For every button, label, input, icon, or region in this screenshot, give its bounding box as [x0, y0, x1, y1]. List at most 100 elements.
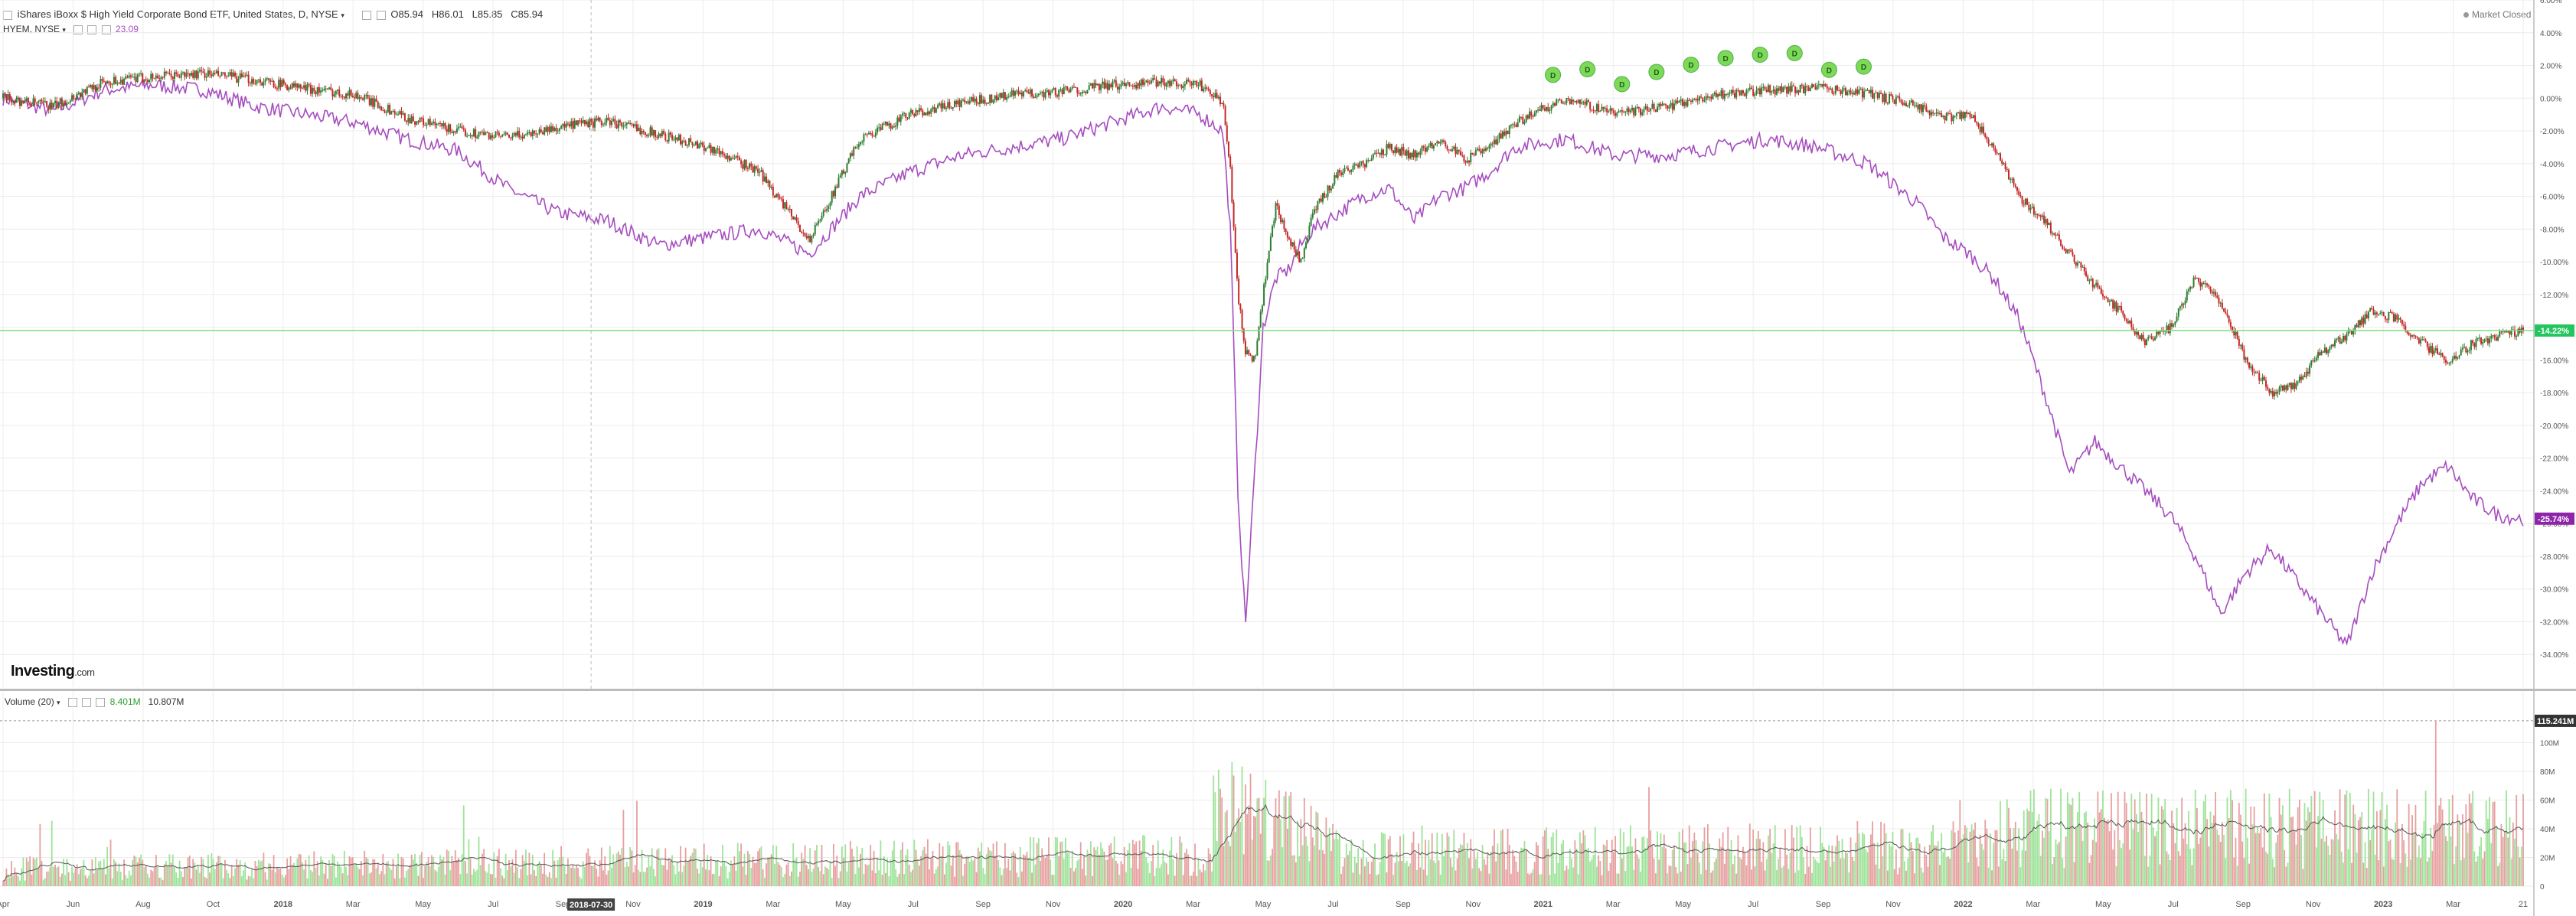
candle — [814, 222, 816, 236]
candle-body — [44, 101, 46, 103]
candle — [197, 67, 199, 81]
compare-remove-icon[interactable] — [101, 24, 111, 34]
candle-body — [1880, 93, 1882, 95]
candle-body — [1977, 123, 1980, 127]
volume-bar — [174, 867, 175, 886]
candle-body — [305, 85, 307, 91]
candle — [1194, 80, 1197, 85]
volume-chart[interactable]: 100M80M60M40M20M0115.241MAprJunAugOct201… — [0, 691, 2576, 916]
candle — [1623, 109, 1625, 113]
candle-body — [1997, 153, 2000, 155]
candle — [1344, 165, 1346, 174]
candle — [1921, 103, 1924, 116]
candle-body — [1174, 79, 1176, 82]
title-dropdown-icon[interactable]: ▾ — [341, 11, 344, 19]
volume-bar — [364, 850, 366, 886]
candle — [1987, 137, 1990, 147]
volume-remove-icon[interactable] — [96, 697, 106, 707]
candle — [1303, 246, 1305, 262]
candle-body — [718, 148, 720, 155]
candle-body — [1311, 213, 1314, 218]
candle — [2302, 374, 2304, 380]
candle — [2055, 232, 2057, 240]
candle-body — [2457, 357, 2459, 359]
candle — [1415, 150, 1418, 161]
candle — [1955, 112, 1957, 120]
candle — [2362, 315, 2365, 328]
volume-bar — [414, 853, 416, 886]
candle-body — [1507, 131, 1509, 135]
candle — [2399, 316, 2401, 323]
candle-body — [2401, 319, 2403, 324]
compare-settings-icon[interactable] — [73, 24, 83, 34]
candle — [1875, 90, 1877, 94]
candle — [661, 129, 663, 139]
candle — [895, 122, 897, 131]
candle — [1640, 107, 1642, 118]
candle-body — [683, 141, 685, 142]
candle — [1429, 141, 1432, 148]
candle — [2493, 334, 2496, 341]
candle-body — [2221, 302, 2223, 308]
candle — [254, 79, 256, 86]
candle-body — [1549, 109, 1551, 112]
candle-body — [913, 114, 916, 117]
candle — [891, 125, 893, 130]
candle-body — [1577, 99, 1579, 103]
settings-icon[interactable] — [362, 10, 372, 20]
candle-body — [1268, 250, 1270, 263]
candle — [1175, 79, 1177, 90]
candle-body — [2443, 357, 2445, 360]
candle — [211, 70, 213, 79]
candle-body — [523, 134, 525, 139]
panel-divider[interactable] — [0, 689, 2576, 691]
candle — [2264, 377, 2267, 391]
candle — [1418, 152, 1420, 158]
candle-body — [1560, 99, 1562, 104]
candle — [1174, 78, 1176, 82]
candle — [1043, 89, 1045, 101]
candle — [1402, 143, 1405, 155]
candle — [1547, 103, 1549, 112]
candle-body — [787, 208, 789, 210]
candle — [46, 100, 48, 108]
candle-body — [298, 84, 300, 88]
price-chart[interactable]: 6.00%4.00%2.00%0.00%-2.00%-4.00%-6.00%-8… — [0, 0, 2576, 689]
candle-body — [560, 126, 563, 129]
candle — [1608, 109, 1610, 113]
candle — [1497, 135, 1499, 146]
volume-visibility-icon[interactable] — [81, 697, 91, 707]
hyg-candles — [2, 66, 2524, 400]
candle-body — [2177, 308, 2179, 317]
volume-bar — [116, 871, 119, 886]
candle — [2413, 334, 2415, 339]
candle-body — [1242, 328, 1245, 341]
candle — [263, 78, 265, 89]
candle — [1392, 150, 1395, 155]
compare-visibility-icon[interactable] — [87, 24, 97, 34]
candle — [345, 93, 348, 103]
candle-body — [691, 142, 694, 145]
candle-body — [1380, 149, 1383, 155]
visibility-icon[interactable] — [376, 10, 386, 20]
candle-body — [2204, 283, 2206, 285]
candle — [1517, 119, 1519, 128]
candle-body — [2337, 337, 2339, 339]
candle-body — [143, 79, 145, 83]
candle-body — [1121, 82, 1124, 85]
market-status: Market Closed — [2463, 9, 2531, 20]
candle — [412, 112, 414, 122]
volume-bar — [83, 859, 85, 886]
volume-settings-icon[interactable] — [67, 697, 77, 707]
candle — [1814, 83, 1817, 90]
candle-body — [451, 132, 453, 133]
candle — [2416, 336, 2418, 341]
candle-body — [790, 209, 792, 217]
candle-body — [1372, 153, 1374, 158]
candle-body — [1300, 259, 1302, 262]
candle-body — [54, 100, 57, 103]
candle — [357, 90, 359, 100]
candle-body — [2388, 311, 2390, 320]
candle-body — [531, 130, 534, 136]
candle-body — [1517, 122, 1519, 127]
